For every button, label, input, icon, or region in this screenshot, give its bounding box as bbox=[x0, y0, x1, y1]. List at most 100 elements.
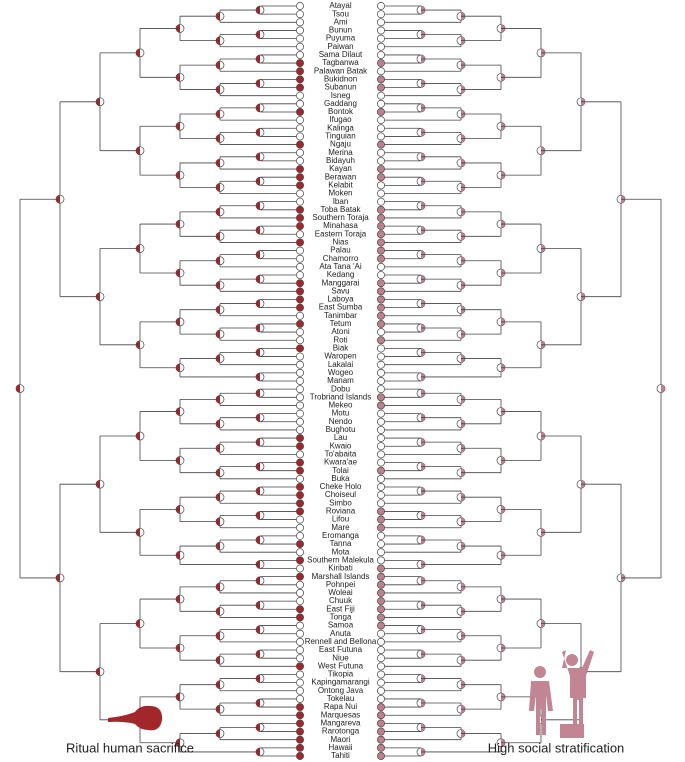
sacrifice-tip bbox=[296, 564, 304, 573]
sacrifice-tip bbox=[296, 108, 304, 116]
sacrifice-tip bbox=[296, 417, 304, 426]
sacrifice-tip bbox=[296, 450, 304, 459]
culture-name: Wogeo bbox=[328, 368, 354, 377]
culture-name: Tetum bbox=[330, 319, 352, 328]
sacrifice-tip bbox=[296, 42, 304, 51]
sacrifice-tip bbox=[296, 165, 304, 173]
sacrifice-tip bbox=[296, 515, 304, 524]
stratification-tip bbox=[377, 165, 385, 173]
sacrifice-tip bbox=[296, 556, 304, 565]
stratification-tip bbox=[377, 238, 385, 247]
sacrifice-tip bbox=[296, 637, 304, 646]
stratification-tip bbox=[377, 303, 385, 312]
stratification-tip bbox=[377, 686, 385, 695]
sacrifice-tip bbox=[296, 385, 304, 394]
stratification-tip bbox=[377, 409, 385, 418]
stratification-tip bbox=[377, 205, 385, 214]
sacrifice-tip bbox=[296, 197, 304, 206]
stratification-tip bbox=[377, 271, 385, 279]
sacrifice-tip bbox=[296, 425, 304, 434]
culture-name: Manam bbox=[327, 376, 354, 385]
sacrifice-tip bbox=[296, 678, 304, 687]
sacrifice-tip bbox=[296, 466, 304, 475]
culture-name: Palawan Batak bbox=[314, 66, 368, 75]
culture-name: Mota bbox=[332, 547, 350, 556]
sacrifice-tip bbox=[296, 26, 304, 35]
culture-name: Simbo bbox=[329, 498, 352, 507]
culture-name: Eastern Toraja bbox=[315, 229, 367, 238]
sacrifice-tip bbox=[296, 173, 304, 182]
sacrifice-tip bbox=[296, 181, 304, 190]
culture-name: Isneg bbox=[331, 91, 351, 100]
culture-name: Toba Batak bbox=[320, 205, 361, 214]
culture-name: Marshall Islands bbox=[312, 572, 370, 581]
stratification-tip bbox=[377, 116, 385, 125]
culture-name: Kapingamarangi bbox=[311, 678, 369, 687]
culture-name: Motu bbox=[332, 409, 350, 418]
stratification-tip bbox=[377, 564, 385, 573]
culture-name: Eromanga bbox=[322, 531, 359, 540]
culture-name: Dobu bbox=[331, 384, 350, 393]
culture-name: Tagbanwa bbox=[322, 58, 359, 67]
culture-name: Tsou bbox=[332, 9, 349, 18]
culture-name: East Fiji bbox=[326, 604, 355, 613]
culture-name: Waropen bbox=[324, 352, 356, 361]
sacrifice-tip bbox=[296, 743, 304, 752]
culture-name: Rapa Nui bbox=[324, 702, 358, 711]
stratification-tip bbox=[377, 597, 385, 606]
sacrifice-tip bbox=[296, 670, 304, 679]
stratification-tip bbox=[377, 189, 385, 198]
sacrifice-tip bbox=[296, 621, 304, 630]
sacrifice-tip bbox=[296, 132, 304, 141]
sacrifice-tip bbox=[296, 18, 304, 27]
stratification-tip bbox=[377, 670, 385, 679]
sacrifice-tip bbox=[296, 613, 304, 622]
stratification-tip bbox=[377, 83, 385, 92]
culture-name: Palau bbox=[330, 246, 350, 255]
stratification-tip bbox=[377, 75, 385, 84]
sacrifice-tip bbox=[296, 319, 304, 328]
stratification-tip bbox=[377, 483, 385, 491]
sacrifice-tip bbox=[296, 205, 304, 214]
culture-name: Cheke Holo bbox=[320, 482, 362, 491]
sacrifice-tip bbox=[296, 752, 304, 760]
culture-name: Tanna bbox=[330, 539, 352, 548]
stratification-tip bbox=[377, 540, 385, 548]
culture-name: Chuuk bbox=[329, 596, 353, 605]
sacrifice-tip bbox=[296, 75, 304, 84]
sacrifice-tip bbox=[296, 254, 304, 263]
stratification-tip bbox=[377, 222, 385, 231]
sacrifice-tip bbox=[296, 124, 304, 133]
sacrifice-tip bbox=[296, 2, 304, 10]
stratification-tip bbox=[377, 417, 385, 426]
stratification-tip bbox=[377, 531, 385, 540]
culture-name: Gaddang bbox=[324, 99, 357, 108]
culture-name: Ontong Java bbox=[318, 686, 364, 695]
stratification-tip bbox=[377, 703, 385, 712]
stratification-tip bbox=[377, 295, 385, 304]
sacrifice-tip bbox=[296, 368, 304, 377]
stratification-tip bbox=[377, 507, 385, 516]
sacrifice-tip bbox=[296, 458, 304, 467]
culture-name: Hawaii bbox=[328, 743, 352, 752]
culture-name: Iban bbox=[333, 197, 349, 206]
sacrifice-tip bbox=[296, 99, 304, 108]
culture-name: Nias bbox=[332, 238, 348, 247]
culture-name: Kalinga bbox=[327, 123, 354, 132]
sacrifice-tip bbox=[296, 328, 304, 337]
culture-name: Kayan bbox=[329, 164, 352, 173]
culture-name: Bukidnon bbox=[324, 74, 357, 83]
stratification-tip bbox=[377, 34, 385, 43]
sacrifice-tip bbox=[296, 311, 304, 320]
culture-name: Southern Malekula bbox=[307, 555, 374, 564]
stratification-tip bbox=[377, 279, 385, 288]
stratification-tip bbox=[377, 613, 385, 622]
stratification-tip bbox=[377, 173, 385, 182]
sacrifice-tip bbox=[296, 360, 304, 369]
sacrifice-tip bbox=[296, 303, 304, 312]
culture-name: Pohnpei bbox=[326, 580, 356, 589]
stratification-tip bbox=[377, 752, 385, 760]
stratification-tip bbox=[377, 621, 385, 630]
culture-name: Marquesas bbox=[321, 710, 361, 719]
sacrifice-tip bbox=[296, 531, 304, 540]
